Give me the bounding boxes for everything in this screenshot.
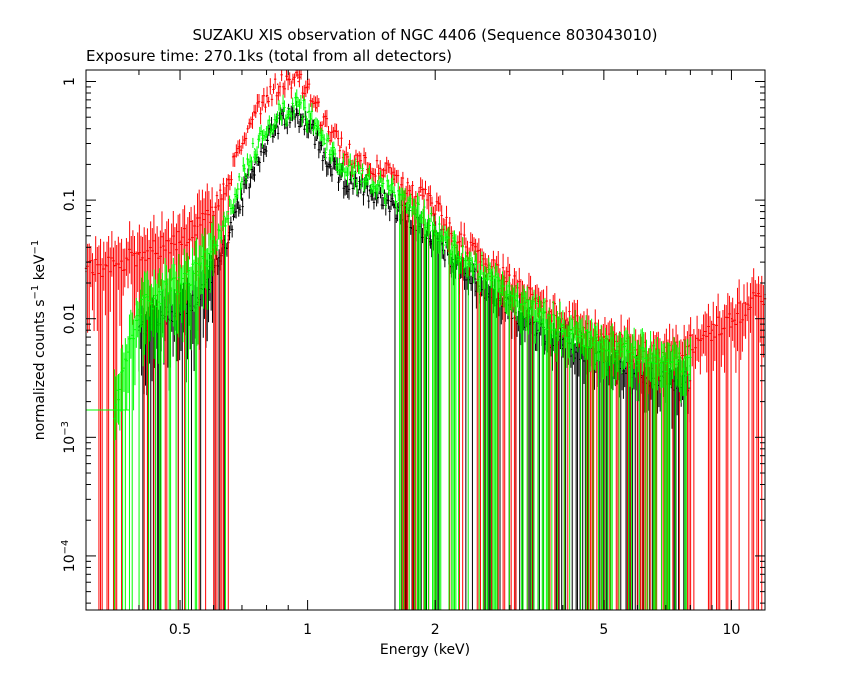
y-tick-label-4: 10−4 bbox=[60, 540, 78, 573]
series-0-point-13 bbox=[297, 80, 299, 83]
series-2-point-23 bbox=[434, 225, 437, 228]
y-tick-label-1: 0.1 bbox=[62, 189, 78, 211]
y-tick-label-3: 10−3 bbox=[60, 421, 78, 454]
y-tick-label-base-1: 0.1 bbox=[62, 189, 78, 211]
y-tick-label-base-4: 10 bbox=[62, 554, 78, 572]
series-1-point-18 bbox=[381, 194, 384, 196]
x-tick-label-2: 2 bbox=[431, 622, 440, 638]
series-2-point-17 bbox=[355, 171, 357, 174]
y-axis-label-base-exp: −1 bbox=[30, 285, 41, 300]
plot-frame bbox=[85, 69, 766, 611]
chart-title: SUZAKU XIS observation of NGC 4406 (Sequ… bbox=[192, 26, 657, 44]
series-1-point-15 bbox=[340, 178, 342, 181]
x-tick-label-0: 0.5 bbox=[169, 622, 191, 638]
x-tick-label-4: 10 bbox=[723, 622, 741, 638]
series-1-point-7 bbox=[253, 163, 256, 166]
y-tick-label-base-3: 10 bbox=[62, 436, 78, 454]
y-axis-label: normalized counts s−1 keV−1 bbox=[30, 240, 48, 441]
series-2-point-18 bbox=[368, 178, 371, 181]
y-tick-label-base-0: 1 bbox=[62, 77, 78, 86]
x-tick-label-1: 1 bbox=[303, 622, 312, 638]
series-2-point-15 bbox=[324, 142, 326, 145]
y-tick-label-2: 0.01 bbox=[62, 303, 78, 334]
series-2 bbox=[113, 89, 692, 610]
y-tick-label-exp-3: −3 bbox=[60, 421, 71, 436]
series-0-point-23 bbox=[420, 194, 422, 196]
y-tick-label-exp-4: −4 bbox=[60, 540, 71, 555]
series-2-point-11 bbox=[287, 107, 290, 109]
y-tick-label-base-2: 0.01 bbox=[62, 303, 78, 334]
series-2-point-6 bbox=[227, 210, 230, 213]
y-axis-label-unit-exp: −1 bbox=[30, 240, 41, 255]
y-axis-label-base: normalized counts s bbox=[32, 299, 48, 440]
series-0-point-11 bbox=[276, 83, 279, 85]
x-axis-label: Energy (keV) bbox=[380, 642, 470, 658]
series-2-point-8 bbox=[253, 148, 256, 150]
data-layer bbox=[84, 70, 767, 610]
chart-subtitle: Exposure time: 270.1ks (total from all d… bbox=[86, 47, 452, 65]
y-tick-label-0: 1 bbox=[62, 77, 78, 86]
x-tick-label-3: 5 bbox=[599, 622, 608, 638]
series-0-point-17 bbox=[340, 146, 342, 148]
series-2-point-21 bbox=[404, 204, 407, 207]
series-2-point-13 bbox=[306, 111, 309, 114]
y-axis-label-unit: keV bbox=[32, 254, 48, 285]
